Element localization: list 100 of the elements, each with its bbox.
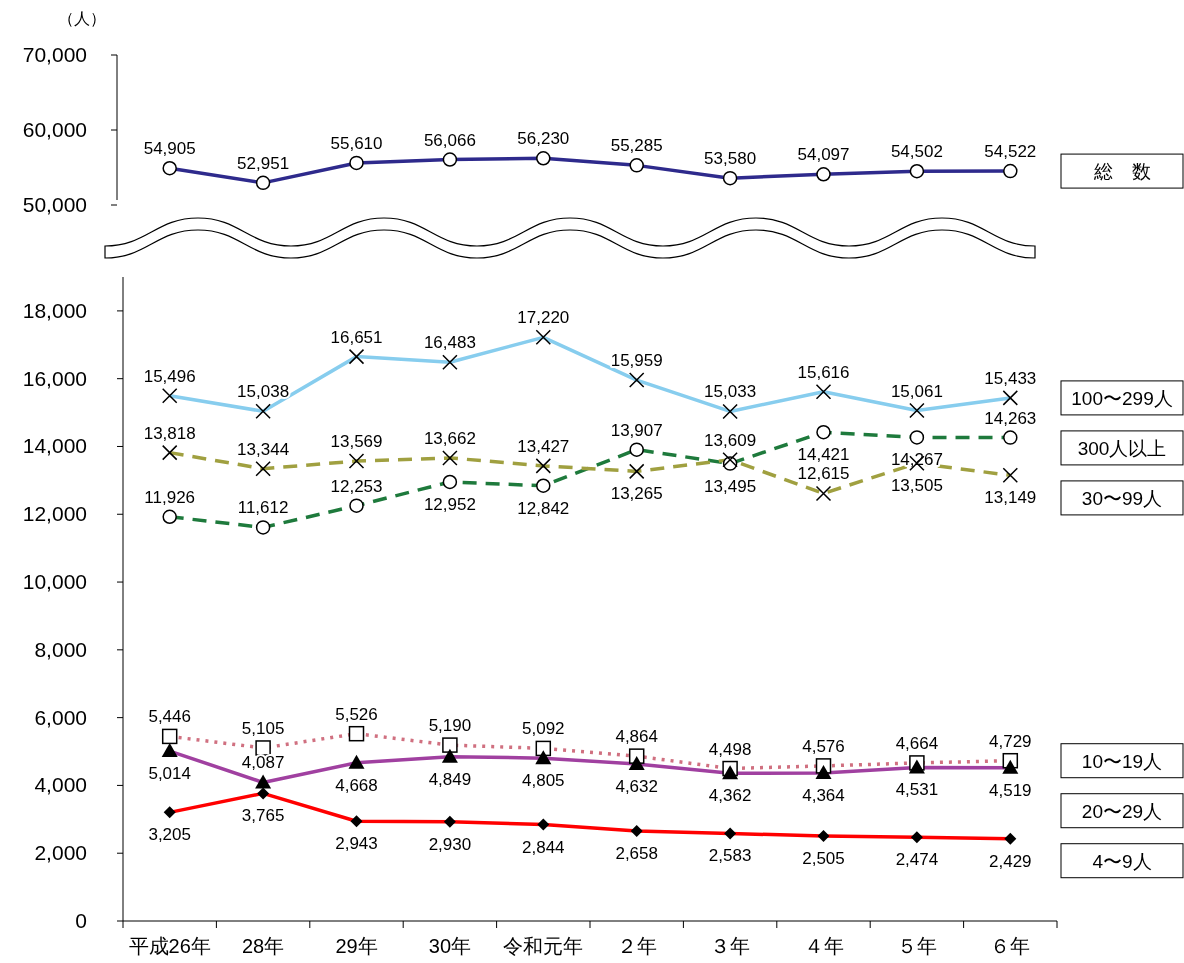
y-tick-label: 6,000 (34, 705, 87, 729)
x-tick-label: ６年 (990, 935, 1031, 957)
data-label: 14,421 (797, 445, 850, 465)
data-label: 3,765 (241, 806, 285, 826)
data-label: 4,364 (802, 786, 845, 806)
data-label: 13,818 (143, 423, 196, 443)
data-label: 2,844 (522, 837, 565, 857)
data-label: 4,668 (335, 775, 378, 795)
data-label: 4,498 (708, 739, 752, 759)
data-label: 13,495 (704, 476, 757, 496)
x-tick-label: 令和元年 (503, 935, 584, 957)
y-tick-label: 16,000 (22, 366, 87, 390)
data-label: 5,190 (428, 716, 472, 736)
data-label: 5,446 (148, 707, 191, 727)
data-label: 12,253 (330, 476, 383, 496)
y-tick-label: 4,000 (34, 773, 87, 797)
y-tick-label: 8,000 (34, 637, 87, 661)
data-label: 5,014 (148, 764, 191, 784)
y-tick-label: 10,000 (22, 570, 87, 594)
text: 30〜99人 (1081, 487, 1163, 509)
text: 10〜19人 (1081, 750, 1163, 772)
data-label: 2,505 (802, 849, 845, 869)
x-tick-label: 28年 (241, 935, 285, 957)
y-tick-label: 18,000 (22, 298, 87, 322)
data-label: 2,930 (428, 834, 472, 854)
data-label: 54,522 (984, 142, 1037, 162)
y-tick-label: 60,000 (22, 118, 87, 141)
data-label: 13,265 (610, 484, 663, 504)
data-label: 15,616 (797, 362, 850, 382)
y-tick-label: 2,000 (34, 841, 87, 865)
data-label: 15,496 (143, 366, 196, 386)
x-tick-label: ２年 (616, 935, 657, 957)
x-tick-label: ３年 (710, 935, 751, 957)
text: 総 数 (1092, 161, 1151, 183)
y-axis-title: （人） (58, 10, 106, 27)
data-label: 5,092 (522, 719, 565, 739)
data-label: 13,149 (984, 488, 1037, 508)
data-label: 4,362 (708, 786, 752, 806)
data-label: 15,038 (237, 382, 290, 402)
data-label: 16,651 (330, 327, 383, 347)
data-label: 4,805 (522, 771, 565, 791)
data-label: 54,097 (797, 145, 850, 165)
data-label: 52,951 (237, 153, 290, 173)
data-label: 56,066 (423, 130, 476, 150)
data-label: 13,907 (610, 420, 663, 440)
data-label: 4,576 (802, 736, 845, 756)
data-label: 4,864 (615, 727, 658, 747)
data-label: 4,632 (615, 777, 658, 796)
data-label: 15,033 (704, 382, 757, 402)
data-label: 4,531 (895, 780, 939, 800)
data-label: 5,105 (241, 718, 285, 738)
text: 300人以上 (1077, 437, 1167, 459)
data-label: 55,285 (610, 136, 663, 156)
data-label: 12,615 (797, 464, 850, 484)
x-tick-label: 平成26年 (128, 935, 211, 957)
data-label: 15,433 (984, 368, 1037, 388)
data-label: 4,729 (989, 731, 1032, 751)
data-label: 12,952 (423, 495, 476, 514)
data-label: 4,849 (428, 769, 472, 789)
data-label: 53,580 (704, 149, 757, 169)
data-label: 13,609 (704, 430, 757, 450)
data-label: 5,526 (335, 704, 378, 724)
y-tick-label: 12,000 (22, 502, 87, 526)
y-tick-label: 0 (75, 909, 87, 932)
data-label: 15,959 (610, 351, 663, 371)
y-tick-label: 50,000 (22, 193, 87, 216)
x-tick-label: ４年 (803, 935, 844, 957)
data-label: 16,483 (423, 333, 476, 353)
data-label: 2,943 (335, 834, 378, 854)
data-label: 13,344 (237, 439, 290, 459)
data-label: 2,583 (708, 846, 752, 866)
data-label: 56,230 (517, 129, 570, 149)
x-tick-label: 30年 (428, 935, 472, 957)
text: 4〜9人 (1092, 850, 1152, 872)
text: 20〜29人 (1081, 800, 1163, 822)
data-label: 13,427 (517, 436, 570, 456)
data-label: 54,502 (890, 142, 943, 162)
data-label: 13,569 (330, 432, 383, 452)
data-label: 2,474 (895, 850, 939, 870)
data-label: 12,842 (517, 498, 570, 518)
data-label: 3,205 (148, 825, 191, 845)
y-tick-label: 14,000 (22, 434, 87, 458)
data-label: 13,662 (423, 428, 476, 448)
data-label: 14,263 (984, 408, 1037, 428)
x-tick-label: 29年 (335, 935, 378, 957)
data-label: 2,429 (989, 851, 1032, 871)
data-label: 2,658 (615, 843, 658, 863)
data-label: 4,087 (241, 753, 285, 773)
data-label: 15,061 (890, 381, 943, 401)
data-label: 4,519 (989, 780, 1032, 800)
text: 100〜299人 (1071, 387, 1173, 409)
y-tick-label: 70,000 (22, 43, 87, 66)
data-label: 4,664 (895, 733, 939, 753)
x-tick-label: ５年 (896, 935, 937, 957)
data-label: 11,926 (144, 487, 196, 507)
data-label: 54,905 (143, 139, 196, 159)
data-label: 13,505 (890, 476, 943, 496)
data-label: 17,220 (517, 308, 570, 328)
data-label: 11,612 (237, 498, 289, 518)
data-label: 55,610 (330, 133, 383, 153)
